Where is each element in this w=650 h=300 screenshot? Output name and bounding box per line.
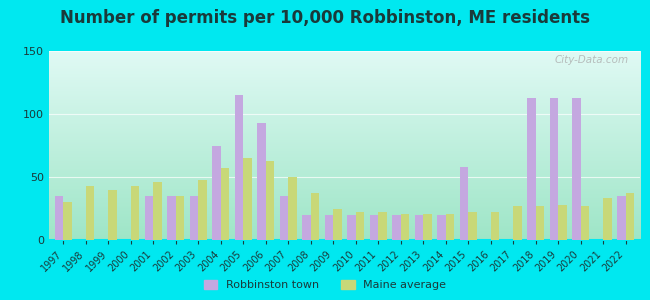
Bar [572,98,580,240]
Bar [167,196,176,240]
Bar [437,215,446,240]
Bar [378,212,387,240]
Bar [257,123,266,240]
Bar [325,215,333,240]
Bar [603,198,612,240]
Bar [55,196,63,240]
Bar [288,177,297,240]
Bar [370,215,378,240]
Bar [415,215,423,240]
Bar [311,194,319,240]
Bar [468,212,476,240]
Bar [243,158,252,240]
Bar [213,146,221,240]
Legend: Robbinston town, Maine average: Robbinston town, Maine average [199,275,451,294]
Bar [109,190,117,240]
Bar [626,194,634,240]
Bar [221,168,229,240]
Bar [145,196,153,240]
Bar [446,214,454,240]
Bar [401,214,410,240]
Bar [266,160,274,240]
Bar [190,196,198,240]
Text: City-Data.com: City-Data.com [554,55,629,65]
Bar [280,196,288,240]
Bar [460,167,468,240]
Bar [347,215,356,240]
Bar [153,182,162,240]
Bar [86,186,94,240]
Bar [131,186,139,240]
Bar [558,205,567,240]
Bar [491,212,499,240]
Bar [550,98,558,240]
Bar [423,214,432,240]
Bar [356,212,364,240]
Bar [333,208,342,240]
Bar [580,206,589,240]
Bar [302,215,311,240]
Bar [63,202,72,240]
Bar [176,196,185,240]
Bar [235,95,243,240]
Text: Number of permits per 10,000 Robbinston, ME residents: Number of permits per 10,000 Robbinston,… [60,9,590,27]
Bar [527,98,536,240]
Bar [392,215,401,240]
Bar [198,179,207,240]
Bar [514,206,522,240]
Bar [536,206,544,240]
Bar [617,196,626,240]
